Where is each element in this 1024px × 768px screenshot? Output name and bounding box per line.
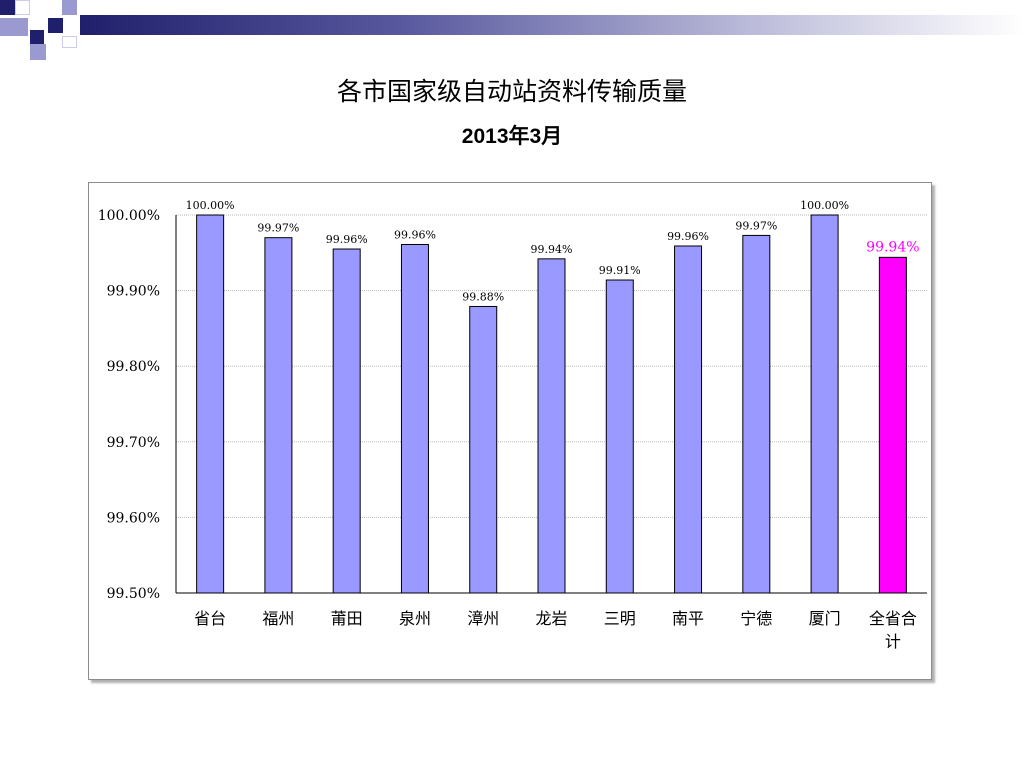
bar — [878, 256, 907, 594]
y-tick-label: 99.80% — [107, 359, 160, 375]
bar — [196, 214, 225, 594]
x-tick-label: 宁德 — [740, 609, 772, 628]
data-label: 99.91% — [599, 264, 641, 277]
data-label: 100.00% — [186, 199, 235, 212]
data-label: 99.97% — [735, 219, 777, 232]
deco-square — [62, 36, 77, 48]
data-label: 99.94% — [531, 243, 573, 256]
data-label: 99.94% — [866, 239, 919, 255]
x-tick-label-continued: 计 — [885, 632, 901, 651]
y-tick-label: 99.50% — [107, 586, 160, 602]
x-tick-label: 南平 — [672, 609, 704, 628]
x-tick-label: 福州 — [262, 609, 294, 628]
page-title: 各市国家级自动站资料传输质量 — [336, 77, 687, 106]
y-tick-label: 99.60% — [107, 510, 160, 526]
page-subtitle: 2013年3月 — [461, 125, 563, 148]
data-label: 99.96% — [667, 230, 709, 243]
data-label: 99.88% — [462, 290, 504, 303]
data-label: 99.96% — [394, 228, 436, 241]
y-tick-label: 99.70% — [107, 435, 160, 451]
x-tick-label: 三明 — [604, 609, 636, 628]
deco-square — [0, 0, 15, 15]
bar — [264, 237, 293, 594]
deco-square — [15, 0, 30, 15]
deco-square — [62, 0, 77, 15]
y-tick-label: 99.90% — [107, 284, 160, 300]
data-label: 99.97% — [257, 222, 299, 235]
x-tick-label: 漳州 — [467, 609, 499, 628]
data-label: 99.96% — [326, 233, 368, 246]
x-tick-label: 龙岩 — [535, 609, 567, 628]
bar-chart: 99.50% 99.60% 99.70% 99.80% 99.90% 100.00% 100… — [98, 199, 927, 651]
x-tick-label: 泉州 — [399, 609, 431, 628]
bar — [537, 258, 566, 594]
deco-square — [30, 30, 44, 44]
header-gradient-bar — [80, 15, 1024, 35]
x-tick-label: 省台 — [194, 609, 226, 628]
chart-frame: 99.50% 99.60% 99.70% 99.80% 99.90% 100.00% 100… — [88, 182, 932, 680]
y-tick-label: 100.00% — [98, 208, 160, 224]
deco-square — [48, 18, 63, 33]
bar — [332, 248, 361, 594]
bar — [810, 214, 839, 594]
data-label: 100.00% — [800, 199, 849, 212]
bar — [400, 243, 429, 594]
deco-square — [30, 44, 46, 60]
x-tick-label: 厦门 — [809, 609, 841, 628]
bar — [469, 305, 498, 594]
deco-square — [0, 18, 28, 36]
x-tick-label: 莆田 — [331, 609, 363, 628]
bar — [674, 245, 703, 594]
bar — [742, 234, 771, 594]
bar — [605, 279, 634, 594]
x-tick-label: 全省合 — [869, 609, 917, 628]
